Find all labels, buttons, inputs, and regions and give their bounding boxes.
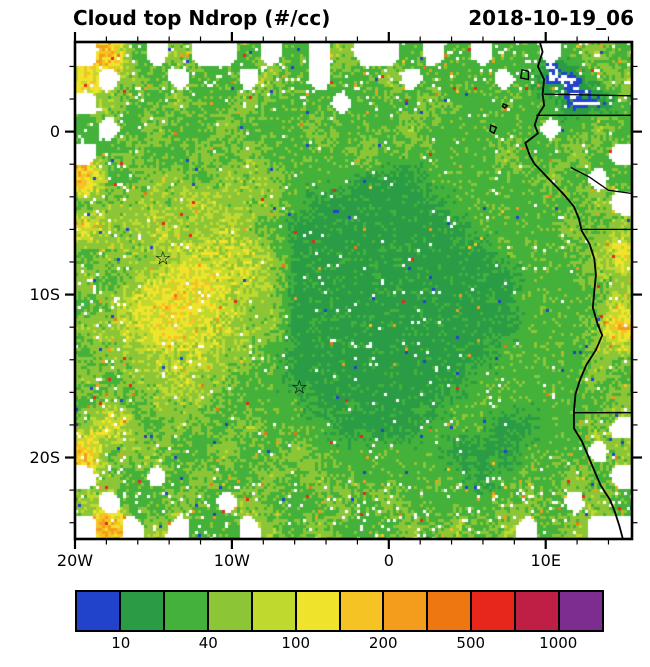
colorbar (75, 590, 604, 632)
colorbar-cell (164, 592, 209, 630)
x-tick-label: 20W (56, 551, 94, 570)
colorbar-tick-label: 200 (368, 634, 398, 652)
star-marker-1: ☆ (154, 248, 172, 271)
ndrop-field-canvas (75, 42, 632, 539)
colorbar-tick-label: 10 (111, 634, 131, 652)
colorbar-cell (120, 592, 165, 630)
colorbar-tick-label: 40 (198, 634, 218, 652)
colorbar-cell (208, 592, 253, 630)
colorbar-tick-label: 100 (281, 634, 311, 652)
colorbar-tick-label: 500 (456, 634, 486, 652)
y-tick-label: 10S (29, 284, 60, 304)
y-tick-label: 0 (49, 121, 60, 141)
x-tick-label: 0 (383, 551, 394, 570)
colorbar-cell (516, 592, 561, 630)
colorbar-cell (296, 592, 341, 630)
x-tick-label: 10E (530, 551, 561, 570)
star-marker-2: ☆ (290, 376, 308, 399)
plot-title: Cloud top Ndrop (#/cc) (73, 6, 331, 30)
colorbar-cell (384, 592, 429, 630)
colorbar-cell (340, 592, 385, 630)
colorbar-cell (252, 592, 297, 630)
colorbar-cell (472, 592, 517, 630)
x-tick-label: 10W (213, 551, 250, 570)
colorbar-cell (77, 592, 121, 630)
colorbar-cell (560, 592, 603, 630)
colorbar-tick-label: 1000 (539, 634, 578, 652)
y-tick-label: 20S (29, 447, 60, 467)
map-plot-area: ☆ ☆ (75, 42, 632, 539)
colorbar-cell (428, 592, 473, 630)
plot-date: 2018-10-19_06 (468, 6, 634, 30)
